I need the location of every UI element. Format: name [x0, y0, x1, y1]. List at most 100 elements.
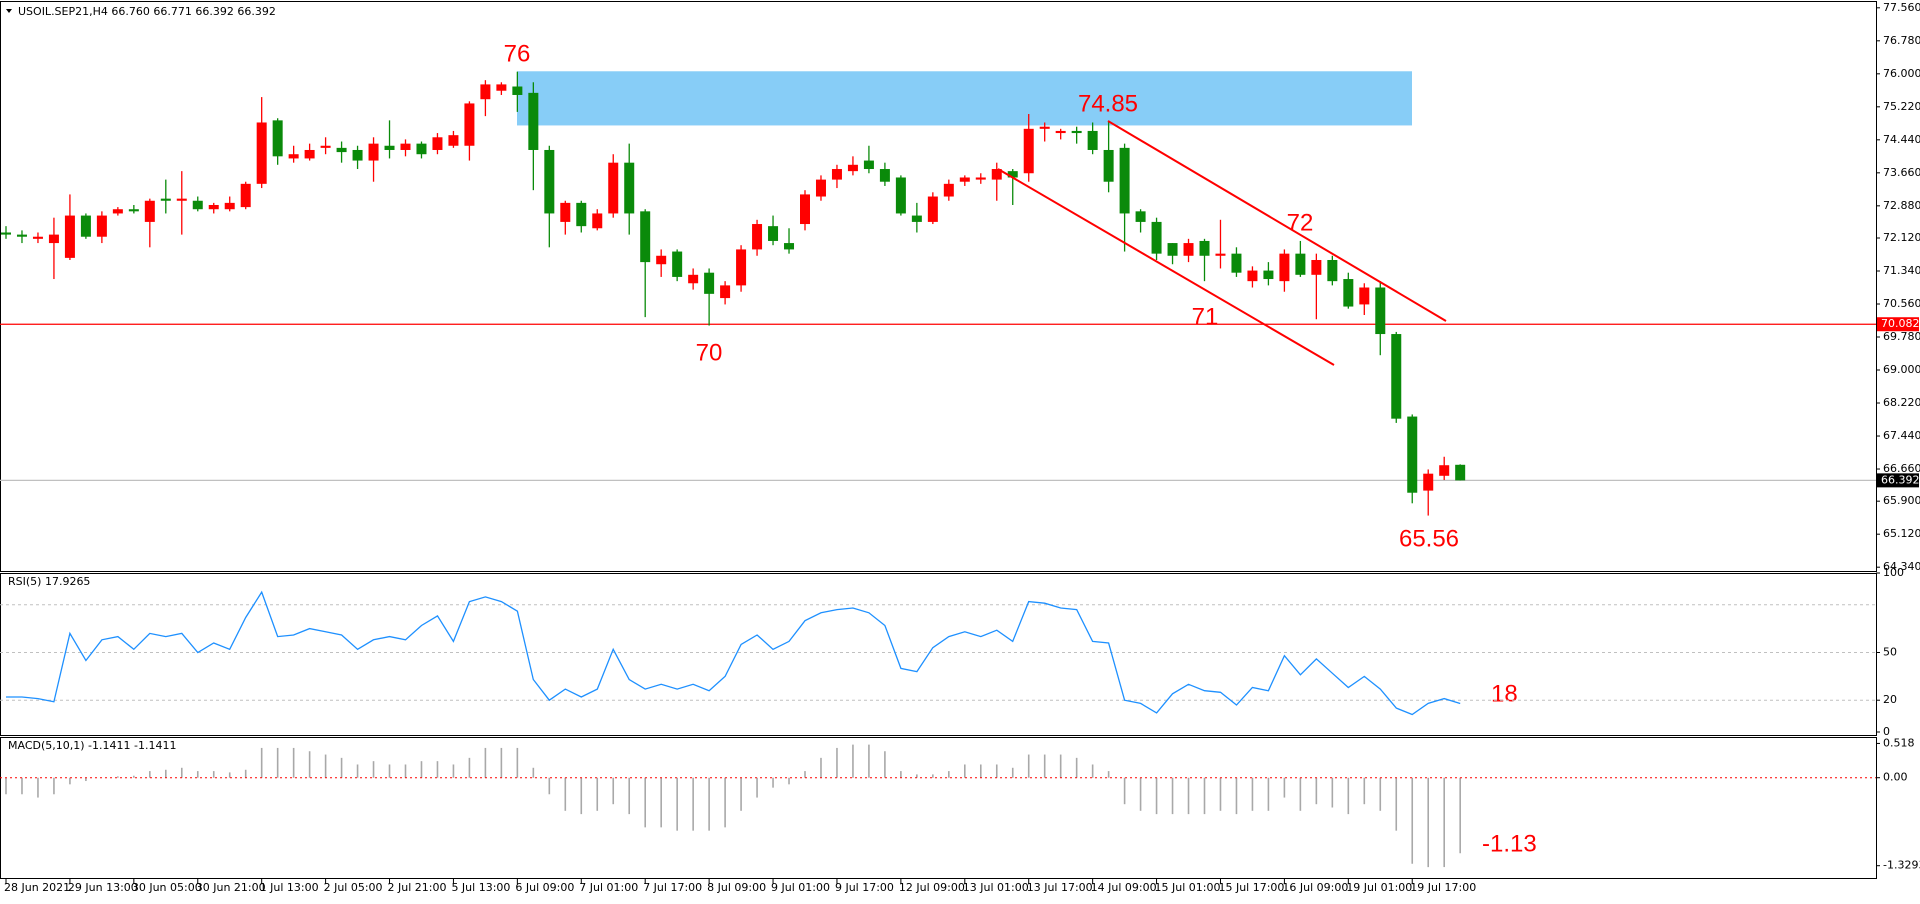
x-tick-label: 9 Jul 17:00 — [835, 881, 894, 894]
candle-body — [943, 183, 954, 197]
candle-body — [1039, 126, 1050, 129]
candle-body — [1103, 149, 1114, 182]
candle-body — [496, 84, 507, 91]
x-tick-label: 19 Jul 17:00 — [1410, 881, 1476, 894]
x-tick-label: 16 Jul 09:00 — [1282, 881, 1348, 894]
candle-body — [688, 274, 699, 284]
y-tick-label: 75.220 — [1883, 100, 1920, 113]
rsi-panel-frame — [0, 573, 1877, 736]
candle-body — [879, 169, 890, 182]
candle-body — [304, 149, 315, 159]
candle-body — [895, 177, 906, 214]
candle-body — [16, 234, 27, 237]
y-tick-label: 76.000 — [1883, 67, 1920, 80]
rsi-annotation: 18 — [1491, 680, 1518, 707]
candle-body — [176, 198, 187, 201]
x-tick-label: 5 Jul 13:00 — [451, 881, 510, 894]
candle-body — [991, 169, 1002, 180]
candle-body — [272, 120, 283, 157]
candle-body — [1119, 147, 1130, 214]
candle-body — [416, 143, 427, 155]
candle-body — [847, 164, 858, 172]
candle-body — [736, 249, 747, 286]
candle-body — [1183, 243, 1194, 256]
price-label: 70.082 — [1881, 317, 1920, 330]
candle-body — [1327, 259, 1338, 282]
candle-body — [1087, 130, 1098, 150]
y-tick-label: -1.3293 — [1883, 859, 1920, 872]
x-tick-label: 15 Jul 01:00 — [1155, 881, 1221, 894]
annotation: 71 — [1192, 303, 1219, 330]
y-tick-label: 69.780 — [1883, 330, 1920, 343]
annotation: 70 — [696, 339, 723, 366]
candle-body — [927, 196, 938, 222]
x-tick-label: 6 Jul 09:00 — [515, 881, 574, 894]
candle-body — [1359, 287, 1370, 305]
candle-body — [1407, 416, 1418, 493]
candle-body — [1135, 211, 1146, 222]
candle-body — [1279, 253, 1290, 282]
candle-body — [448, 135, 459, 146]
candle-body — [528, 92, 539, 150]
candle-body — [640, 211, 651, 263]
x-tick-label: 15 Jul 17:00 — [1218, 881, 1284, 894]
x-tick-label: 8 Jul 09:00 — [707, 881, 766, 894]
trend-line — [997, 168, 1335, 366]
candle-body — [1247, 270, 1258, 282]
candle-body — [1231, 253, 1242, 273]
candle-body — [608, 162, 619, 214]
candle-body — [80, 215, 91, 237]
y-tick-label: 0.518 — [1883, 736, 1915, 749]
y-tick-label: 100 — [1883, 566, 1904, 579]
x-tick-label: 9 Jul 01:00 — [771, 881, 830, 894]
candle-body — [975, 177, 986, 180]
candle-body — [1071, 130, 1082, 134]
candle-body — [1023, 128, 1034, 174]
candle-body — [320, 145, 331, 148]
price-label-bg — [1877, 473, 1919, 488]
candle-body — [1055, 130, 1066, 134]
candle-body — [1423, 473, 1434, 491]
title-marker — [6, 9, 12, 13]
y-tick-label: 76.780 — [1883, 34, 1920, 47]
candle-body — [1375, 287, 1386, 335]
candle-body — [560, 202, 571, 222]
candle-body — [96, 215, 107, 237]
candle-body — [368, 143, 379, 161]
x-tick-label: 7 Jul 01:00 — [579, 881, 638, 894]
chart-title: USOIL.SEP21,H4 66.760 66.771 66.392 66.3… — [18, 5, 276, 18]
candle-body — [1343, 279, 1354, 307]
y-tick-label: 72.120 — [1883, 231, 1920, 244]
candle-body — [815, 179, 826, 197]
trend-line — [1107, 120, 1447, 322]
candle-body — [1455, 464, 1466, 481]
y-tick-label: 77.560 — [1883, 1, 1920, 14]
candle-body — [863, 160, 874, 170]
candle-body — [672, 251, 683, 277]
candle-body — [400, 143, 411, 150]
candle-body — [1439, 465, 1450, 476]
candle-body — [768, 226, 779, 241]
candle-body — [256, 122, 267, 184]
candle-body — [752, 224, 763, 250]
x-tick-label: 13 Jul 17:00 — [1027, 881, 1093, 894]
x-tick-label: 2 Jul 05:00 — [324, 881, 383, 894]
candle-body — [1007, 171, 1018, 178]
candle-body — [432, 137, 443, 150]
rsi-title: RSI(5) 17.9265 — [8, 575, 90, 588]
candle-body — [784, 243, 795, 250]
y-tick-label: 65.900 — [1883, 494, 1920, 507]
candle-body — [112, 209, 123, 214]
candle-body — [144, 200, 155, 222]
macd-title: MACD(5,10,1) -1.1411 -1.1411 — [8, 739, 176, 752]
candle-body — [544, 149, 555, 214]
candle-body — [160, 198, 171, 201]
candle-body — [240, 183, 251, 208]
candle-body — [1263, 270, 1274, 280]
y-tick-label: 71.340 — [1883, 264, 1920, 277]
candle-body — [656, 255, 667, 265]
y-tick-label: 50 — [1883, 646, 1897, 659]
